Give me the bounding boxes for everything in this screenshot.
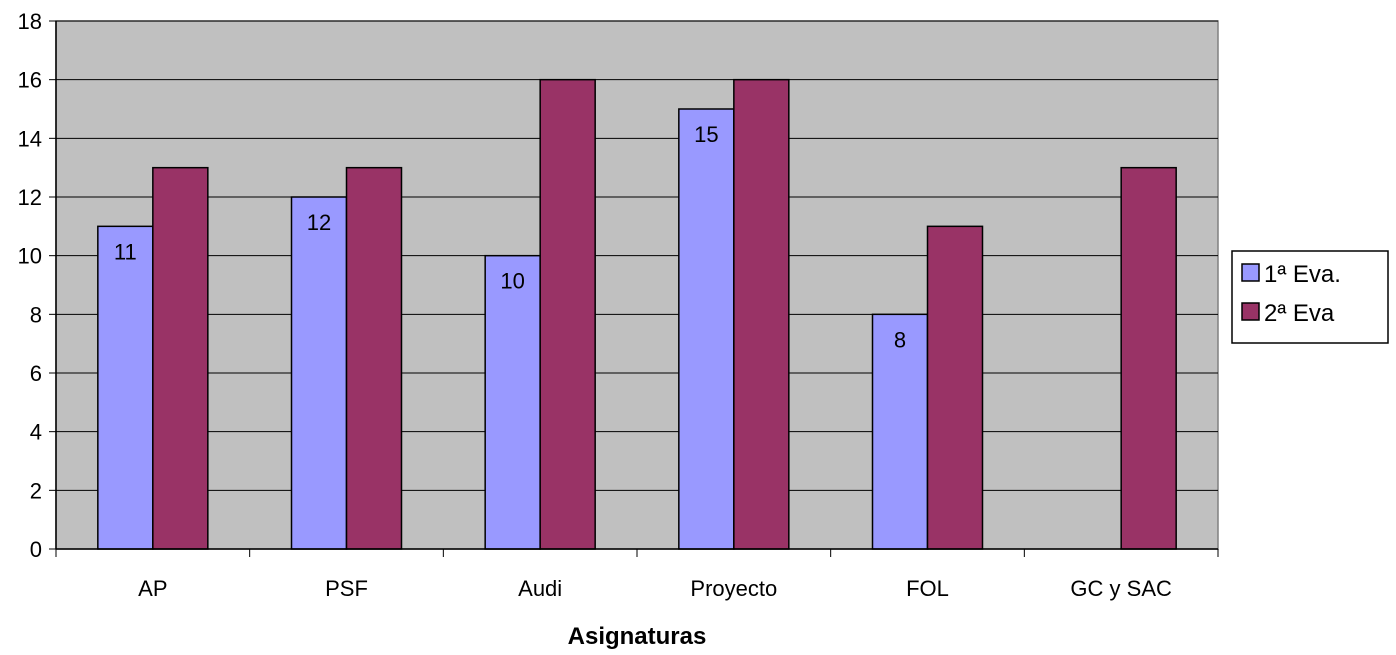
plot-area xyxy=(55,20,1219,550)
axes xyxy=(49,20,1219,557)
bar-1-audi xyxy=(484,254,541,550)
x-category-label: FOL xyxy=(906,576,949,601)
labels: 0 2 4 6 8 10 12 14 16 18 11 AP 12 PSF 10 Audi 15 Proyecto… xyxy=(18,9,1172,601)
bar-2-audi xyxy=(539,78,596,550)
y-tick-label: 0 xyxy=(30,537,42,562)
bar-1-proyecto xyxy=(678,108,735,550)
bar-2-gc-y-sac xyxy=(1120,166,1177,550)
y-tick-label: 12 xyxy=(18,185,42,210)
x-category-label: AP xyxy=(138,576,167,601)
x-category-label: GC y SAC xyxy=(1070,576,1172,601)
bar-2-fol xyxy=(926,225,984,550)
x-category-label: Audi xyxy=(518,576,562,601)
y-tick-label: 8 xyxy=(30,302,42,327)
x-category-label: PSF xyxy=(325,576,368,601)
legend-label: 2ª Eva xyxy=(1264,300,1335,327)
bar-data-label: 10 xyxy=(500,269,524,294)
bar-data-label: 15 xyxy=(694,122,718,147)
bar-1-fol xyxy=(871,313,929,550)
y-tick-label: 14 xyxy=(18,126,42,151)
x-axis-title: Asignaturas xyxy=(568,623,707,650)
y-tick-label: 18 xyxy=(18,9,42,34)
legend-swatch xyxy=(1241,302,1260,321)
y-tick-label: 2 xyxy=(30,478,42,503)
y-tick-label: 16 xyxy=(18,68,42,93)
y-tick-label: 10 xyxy=(18,244,42,269)
legend-swatch xyxy=(1241,263,1260,282)
y-tick-label: 4 xyxy=(30,420,42,445)
bar-2-ap xyxy=(152,166,209,550)
y-tick-label: 6 xyxy=(30,361,42,386)
bar-1-ap xyxy=(97,225,154,550)
legend-label: 1ª Eva. xyxy=(1264,261,1341,288)
bar-2-psf xyxy=(345,166,403,550)
bars xyxy=(97,78,1177,550)
bar-data-label: 12 xyxy=(307,210,331,235)
bar-data-label: 11 xyxy=(114,239,137,264)
bar-2-proyecto xyxy=(733,78,790,550)
bar-data-label: 8 xyxy=(894,327,906,352)
x-category-label: Proyecto xyxy=(690,576,777,601)
bar-1-psf xyxy=(290,196,348,550)
legend: 1ª Eva. 2ª Eva xyxy=(1231,250,1389,344)
gridlines xyxy=(56,20,1218,491)
